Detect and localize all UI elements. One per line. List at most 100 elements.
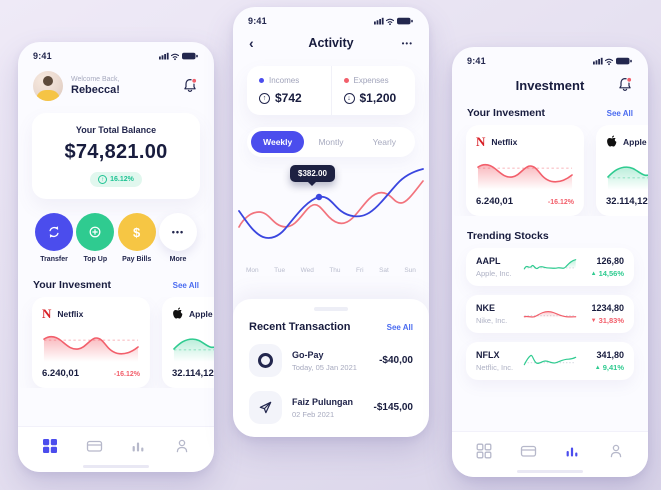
stock-value: 32.114,12 bbox=[606, 196, 648, 207]
apple-stock-card[interactable]: Apple 32.114,12 +20.1 bbox=[162, 297, 214, 388]
stock-change: 14,56% bbox=[598, 269, 624, 278]
transaction-amount: -$40,00 bbox=[379, 355, 413, 366]
top-up-button[interactable]: Top Up bbox=[75, 213, 115, 263]
dashboard-screen: 9:41 Welcome Back, Rebecca! Your Total B… bbox=[18, 42, 214, 472]
trending-row-nflx[interactable]: NFLX Netflic, Inc. 341,80 ▲ 9,41% bbox=[466, 342, 634, 380]
expenses-label: Expenses bbox=[353, 76, 389, 85]
stock-name: Apple bbox=[623, 136, 647, 147]
netflix-logo: N bbox=[42, 306, 52, 321]
stock-change: 31,83% bbox=[598, 316, 624, 325]
bar-chart-icon bbox=[566, 447, 578, 456]
card-icon bbox=[86, 440, 102, 452]
back-button[interactable]: ‹ bbox=[249, 35, 254, 51]
stock-change: 9,41% bbox=[602, 363, 624, 372]
transaction-row-faiz[interactable]: Faiz Pulungan 02 Feb 2021 -$145,00 bbox=[233, 384, 429, 431]
netflix-sparkline-chart bbox=[43, 335, 139, 362]
nav-stats[interactable] bbox=[125, 433, 151, 459]
pay-bills-button[interactable]: $ Pay Bills bbox=[117, 213, 157, 263]
arrow-up-circle-icon: ↑ bbox=[98, 175, 108, 184]
investment-section-title: Your Invesment bbox=[467, 107, 545, 119]
selected-point bbox=[315, 193, 323, 201]
drag-handle[interactable] bbox=[314, 307, 348, 311]
nav-home[interactable] bbox=[471, 438, 497, 464]
investment-section-title: Your Invesment bbox=[33, 279, 111, 291]
arrow-down-circle-icon: ↓ bbox=[343, 92, 355, 104]
activity-line-chart[interactable]: $382.00 Mon Tue Wed Thu Fri Sat Sun bbox=[233, 165, 429, 274]
grid-icon bbox=[43, 438, 57, 453]
stock-company: Nike, Inc. bbox=[476, 316, 508, 325]
stock-change: -16.12% bbox=[547, 199, 574, 206]
nav-stats-active[interactable] bbox=[559, 438, 585, 464]
tab-weekly[interactable]: Weekly bbox=[251, 131, 305, 153]
investment-screen: 9:41 Investment Your Invesment See All N… bbox=[452, 47, 648, 477]
netflix-stock-card[interactable]: N Netflix 6.240,01 -16.12% bbox=[32, 297, 150, 388]
more-button[interactable]: ••• More bbox=[158, 213, 198, 263]
apple-sparkline-chart bbox=[173, 338, 214, 362]
triangle-up-icon: ▲ bbox=[590, 270, 597, 277]
nav-cards[interactable] bbox=[81, 433, 107, 459]
trending-row-aapl[interactable]: AAPL Apple, Inc. 126,80 ▲ 14,56% bbox=[466, 248, 634, 286]
apple-logo bbox=[607, 135, 617, 147]
day-label: Thu bbox=[329, 267, 341, 274]
greeting-text: Welcome Back, bbox=[71, 76, 120, 83]
day-label: Wed bbox=[300, 267, 314, 274]
nav-cards[interactable] bbox=[515, 438, 541, 464]
see-all-link[interactable]: See All bbox=[172, 281, 199, 290]
recent-title: Recent Transaction bbox=[249, 321, 351, 333]
trending-stocks-title: Trending Stocks bbox=[467, 230, 549, 242]
balance-value: $74,821.00 bbox=[64, 141, 168, 163]
stock-change: -16.12% bbox=[113, 371, 140, 378]
recent-transactions-sheet: Recent Transaction See All Go-Pay Today,… bbox=[233, 299, 429, 437]
nke-sparkline-chart bbox=[523, 310, 577, 318]
incomes-label: Incomes bbox=[269, 76, 300, 85]
notifications-button[interactable] bbox=[616, 76, 634, 99]
expenses-dot-icon bbox=[343, 78, 349, 83]
expenses-value: $1,200 bbox=[359, 91, 397, 105]
see-all-link[interactable]: See All bbox=[386, 323, 413, 332]
quick-actions: Transfer Top Up $ Pay Bills ••• More bbox=[18, 199, 214, 267]
status-bar: 9:41 bbox=[233, 7, 429, 26]
stock-cards-row: N Netflix 6.240,01 -16.12% Apple bbox=[452, 125, 648, 216]
stock-price: 341,80 bbox=[596, 350, 624, 360]
person-icon bbox=[610, 444, 622, 457]
day-label: Tue bbox=[274, 267, 286, 274]
dollar-icon: $ bbox=[133, 224, 141, 240]
status-bar: 9:41 bbox=[18, 42, 214, 61]
apple-stock-card[interactable]: Apple 32.114,12 +20.1 bbox=[596, 125, 648, 216]
notifications-button[interactable] bbox=[181, 77, 199, 95]
period-tabs: Weekly Montly Yearly bbox=[247, 127, 415, 157]
stock-name: Apple bbox=[189, 308, 213, 319]
person-icon bbox=[176, 439, 188, 452]
nav-home-active[interactable] bbox=[37, 433, 63, 459]
transaction-row-gopay[interactable]: Go-Pay Today, 05 Jan 2021 -$40,00 bbox=[233, 337, 429, 384]
bottom-nav bbox=[452, 431, 648, 477]
tab-yearly[interactable]: Yearly bbox=[372, 137, 396, 147]
nav-profile[interactable] bbox=[603, 438, 629, 464]
gopay-icon bbox=[258, 353, 273, 368]
stock-value: 32.114,12 bbox=[172, 368, 214, 379]
nav-profile[interactable] bbox=[169, 433, 195, 459]
day-label: Mon bbox=[246, 267, 259, 274]
bottom-nav bbox=[18, 426, 214, 472]
top-up-label: Top Up bbox=[83, 256, 108, 263]
more-label: More bbox=[169, 256, 187, 263]
avatar[interactable] bbox=[33, 71, 63, 101]
netflix-stock-card[interactable]: N Netflix 6.240,01 -16.12% bbox=[466, 125, 584, 216]
trending-row-nke[interactable]: NKE Nike, Inc. 1234,80 ▼ 31,83% bbox=[466, 295, 634, 333]
transfer-button[interactable]: Transfer bbox=[34, 213, 74, 263]
balance-change-badge: ↑ 16.12% bbox=[90, 172, 142, 187]
triangle-up-icon: ▲ bbox=[594, 364, 601, 371]
triangle-down-icon: ▼ bbox=[590, 317, 597, 324]
arrow-up-circle-icon: ↑ bbox=[259, 92, 270, 104]
transfer-label: Transfer bbox=[40, 256, 68, 263]
home-indicator bbox=[517, 470, 583, 473]
status-icons bbox=[159, 52, 198, 61]
menu-ellipsis-button[interactable]: ••• bbox=[401, 38, 413, 48]
tab-monthly[interactable]: Montly bbox=[318, 137, 344, 147]
incomes-dot-icon bbox=[259, 78, 264, 83]
apple-sparkline-chart bbox=[607, 166, 648, 190]
dashboard-header: Welcome Back, Rebecca! bbox=[18, 61, 214, 107]
see-all-link[interactable]: See All bbox=[606, 109, 633, 118]
notification-dot bbox=[191, 77, 198, 84]
bar-chart-icon bbox=[132, 442, 144, 451]
